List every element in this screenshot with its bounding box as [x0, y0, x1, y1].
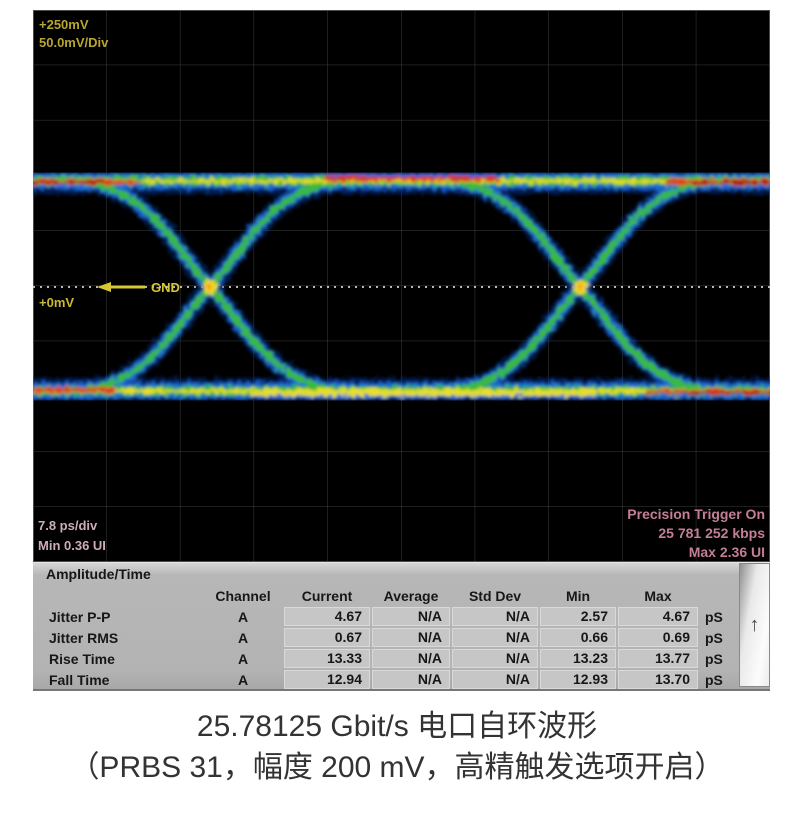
bitrate-label: 25 781 252 kbps [658, 525, 765, 541]
gnd-label: GND [151, 280, 180, 295]
cell-stddev: N/A [452, 628, 538, 647]
vertical-scale-label: 50.0mV/Div [39, 35, 109, 50]
gnd-marker-icon [97, 282, 145, 292]
cell-min: 13.23 [540, 649, 616, 668]
scope-display: +250mV 50.0mV/Div GND +0mV 7.8 ps/div Mi… [33, 10, 770, 562]
timebase-label: 7.8 ps/div [38, 518, 98, 533]
panel-title: Amplitude/Time [46, 566, 151, 582]
col-header-max: Max [644, 587, 672, 604]
row-channel: A [237, 629, 249, 646]
measurement-panel: Amplitude/Time Channel Current Average S… [33, 562, 770, 691]
up-arrow-icon: ↑ [749, 613, 760, 636]
cell-unit: pS [705, 650, 723, 667]
row-channel: A [237, 608, 249, 625]
cell-unit: pS [705, 629, 723, 646]
cell-stddev: N/A [452, 649, 538, 668]
cell-current: 0.67 [284, 628, 370, 647]
col-header-min: Min [565, 587, 591, 604]
col-header-current: Current [301, 587, 353, 604]
row-channel: A [237, 671, 249, 688]
vertical-top-label: +250mV [39, 17, 89, 32]
figure-caption: 25.78125 Gbit/s 电口自环波形 （PRBS 31，幅度 200 m… [0, 706, 794, 788]
row-label: Rise Time [49, 650, 115, 667]
cell-average: N/A [372, 670, 450, 689]
caption-line-2: （PRBS 31，幅度 200 mV，高精触发选项开启） [69, 751, 725, 784]
cell-average: N/A [372, 607, 450, 626]
row-label: Jitter P-P [49, 608, 111, 625]
cell-min: 12.93 [540, 670, 616, 689]
cell-max: 4.67 [618, 607, 698, 626]
cell-min: 2.57 [540, 607, 616, 626]
trigger-status-label: Precision Trigger On [627, 506, 765, 522]
row-label: Fall Time [49, 671, 110, 688]
ui-max-label: Max 2.36 UI [689, 544, 765, 560]
col-header-average: Average [383, 587, 439, 604]
scroll-up-button[interactable]: ↑ [739, 563, 770, 687]
cell-average: N/A [372, 628, 450, 647]
measurement-table: Channel Current Average Std Dev Min Max … [43, 585, 733, 690]
cell-max: 13.77 [618, 649, 698, 668]
cell-max: 0.69 [618, 628, 698, 647]
cell-stddev: N/A [452, 670, 538, 689]
row-label: Jitter RMS [49, 629, 119, 646]
cell-current: 12.94 [284, 670, 370, 689]
col-header-channel: Channel [215, 587, 271, 604]
cell-max: 13.70 [618, 670, 698, 689]
cell-current: 4.67 [284, 607, 370, 626]
row-channel: A [237, 650, 249, 667]
cell-unit: pS [705, 671, 723, 688]
zero-mv-label: +0mV [39, 295, 74, 310]
cell-stddev: N/A [452, 607, 538, 626]
graticule-grid [33, 10, 770, 562]
cell-current: 13.33 [284, 649, 370, 668]
cell-min: 0.66 [540, 628, 616, 647]
ui-min-label: Min 0.36 UI [38, 538, 106, 553]
cell-unit: pS [705, 608, 723, 625]
col-header-stddev: Std Dev [468, 587, 522, 604]
cell-average: N/A [372, 649, 450, 668]
caption-line-1: 25.78125 Gbit/s 电口自环波形 [196, 710, 598, 743]
eye-diagram-waveform [33, 179, 770, 394]
